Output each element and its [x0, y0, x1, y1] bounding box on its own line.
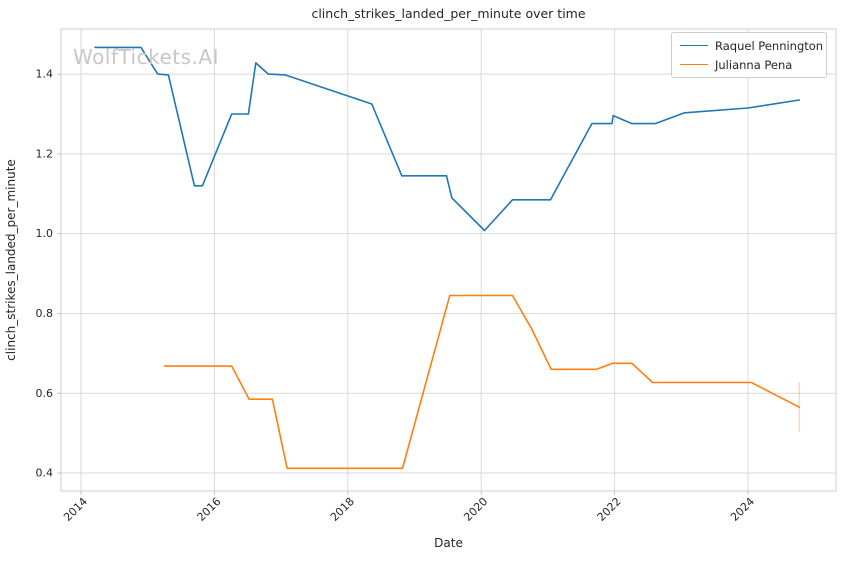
series-line-julianna-pena: [163, 294, 801, 470]
x-tick-label: 2024: [728, 495, 757, 524]
x-tick-label: 2014: [61, 495, 90, 524]
y-tick-label: 1.4: [36, 68, 54, 81]
watermark: WolfTickets.AI: [73, 45, 219, 69]
y-axis-label: clinch_strikes_landed_per_minute: [4, 159, 18, 361]
legend-line-sample-icon: [680, 45, 708, 46]
y-tick-label: 0.4: [36, 467, 54, 480]
plot-border: [60, 28, 837, 492]
x-axis-label: Date: [434, 536, 463, 550]
x-tick-label: 2022: [595, 495, 624, 524]
x-tick-label: 2020: [461, 495, 490, 524]
x-tick-label: 2016: [195, 495, 224, 524]
legend-entry-raquel-pennington: Raquel Pennington: [680, 38, 823, 53]
legend-label: Raquel Pennington: [715, 38, 824, 53]
y-tick-label: 1.2: [36, 147, 54, 160]
chart-title: clinch_strikes_landed_per_minute over ti…: [311, 6, 586, 21]
y-tick-label: 0.6: [36, 387, 54, 400]
y-tick-label: 1.0: [36, 227, 54, 240]
y-tick-label: 0.8: [36, 307, 54, 320]
series-line-raquel-pennington: [94, 46, 801, 232]
legend-line-sample-icon: [680, 64, 708, 65]
x-tick-label: 2018: [328, 495, 357, 524]
legend-entry-julianna-pena: Julianna Pena: [680, 57, 818, 72]
legend-label: Julianna Pena: [715, 57, 793, 72]
legend: Raquel Pennington Julianna Pena: [671, 32, 827, 78]
